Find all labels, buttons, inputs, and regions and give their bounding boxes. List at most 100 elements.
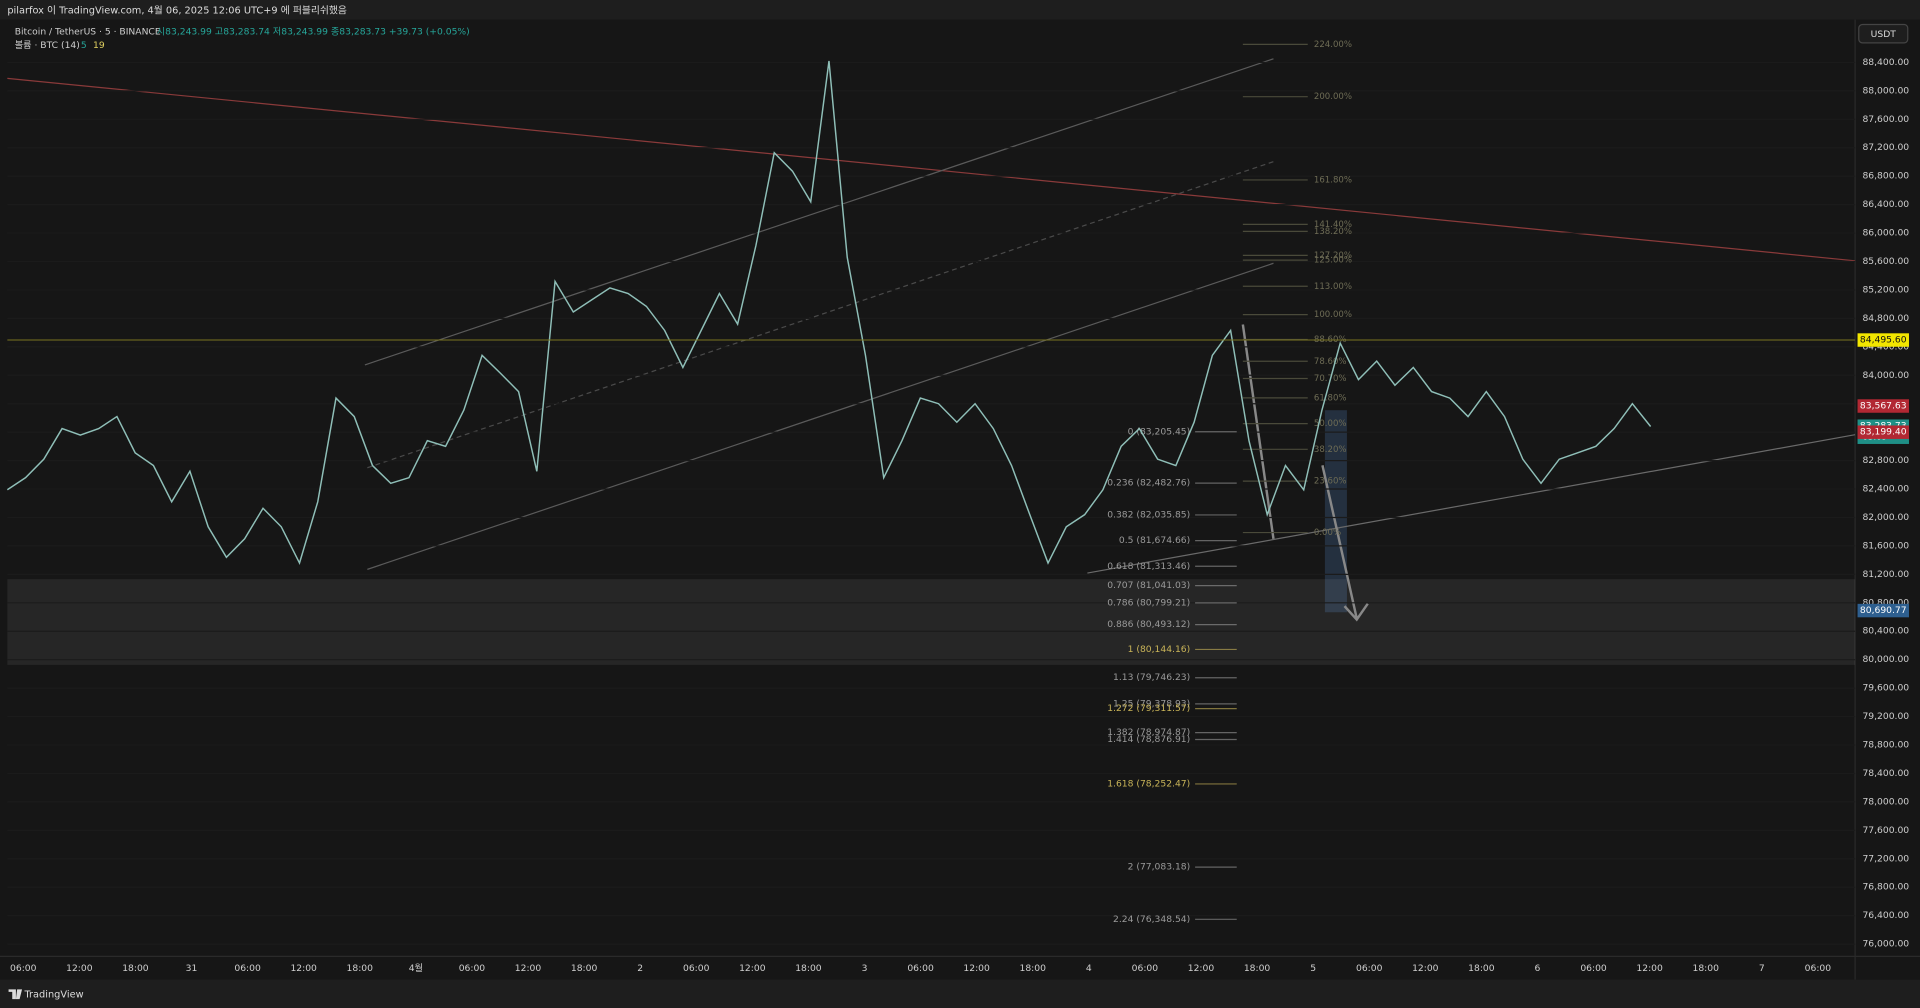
y-tick-label: 87,200.00 — [1862, 142, 1909, 153]
y-tick-label: 78,400.00 — [1862, 768, 1909, 779]
y-tick-label: 86,400.00 — [1862, 199, 1909, 210]
fib-label: 1.25 (79,378.93) — [1113, 698, 1190, 709]
fib-ext-label: 200.00% — [1314, 92, 1352, 102]
x-tick-label: 12:00 — [963, 963, 990, 974]
x-tick-label: 06:00 — [10, 963, 37, 974]
x-tick-label: 12:00 — [1636, 963, 1663, 974]
x-tick-label: 06:00 — [1580, 963, 1607, 974]
currency-button[interactable] — [1858, 23, 1909, 44]
y-tick-label: 77,200.00 — [1862, 853, 1909, 864]
fib-label: 0 (83,205.45) — [1128, 426, 1191, 437]
y-tick-label: 84,400.00 — [1862, 341, 1909, 352]
fib-label: 0.618 (81,313.46) — [1107, 561, 1190, 572]
fib-label: 1.382 (78,974.87) — [1107, 727, 1190, 738]
y-tick-label: 80,800.00 — [1862, 597, 1909, 608]
fib-label: 0.886 (80,493.12) — [1107, 619, 1190, 630]
y-tick-label: 85,600.00 — [1862, 256, 1909, 267]
fib-ext-label: 38.20% — [1314, 445, 1347, 455]
fib-ext-label: 61.80% — [1314, 393, 1347, 403]
y-tick-label: 88,000.00 — [1862, 85, 1909, 96]
fib-ext-label: 125.00% — [1314, 256, 1352, 266]
x-tick-label: 4 — [1086, 963, 1092, 974]
y-tick-label: 77,600.00 — [1862, 825, 1909, 836]
price-tag — [1857, 603, 1909, 618]
fib-ext-label: 0.00% — [1314, 528, 1341, 538]
x-tick-label: 18:00 — [795, 963, 822, 974]
y-tick-label: 84,000.00 — [1862, 370, 1909, 381]
y-tick-label: 82,000.00 — [1862, 512, 1909, 523]
footer-bar — [0, 979, 1920, 1008]
y-tick-label: 78,000.00 — [1862, 796, 1909, 807]
chart-layer: 88,400.00 88,000.00 87,600.00 87,200.00 86,8… — [6, 40, 1909, 974]
support-zone — [7, 579, 1856, 665]
x-tick-label: 12:00 — [1412, 963, 1439, 974]
fib-label: 0.707 (81,041.03) — [1107, 580, 1190, 591]
fib-ext-label: 224.00% — [1314, 40, 1352, 50]
x-tick-label: 4월 — [409, 962, 423, 974]
trend-line — [7, 77, 1856, 262]
x-tick-label: 7 — [1759, 963, 1765, 974]
fib-label: 0.786 (80,799.21) — [1107, 597, 1190, 608]
fib-label: 1.272 (79,311.57) — [1107, 703, 1190, 714]
arrow — [1321, 465, 1369, 622]
brand-logo — [8, 989, 23, 1000]
y-tick-label: 86,800.00 — [1862, 171, 1909, 182]
publish-note: pilarfox 이 TradingView.com, 4월 06, 2025 … — [7, 3, 347, 16]
fib-ext-label: 23.60% — [1314, 477, 1347, 487]
fib-label: 2.24 (76,348.54) — [1113, 914, 1190, 925]
x-tick-label: 06:00 — [1132, 963, 1159, 974]
x-tick-label: 06:00 — [1805, 963, 1832, 974]
fib-label: 0.382 (82,035.85) — [1107, 509, 1190, 520]
y-tick-label: 76,400.00 — [1862, 910, 1909, 921]
fib-label: 0.5 (81,674.66) — [1119, 535, 1190, 546]
fib-label: 0.236 (82,482.76) — [1107, 478, 1190, 489]
fib-ext-label: 138.20% — [1314, 227, 1352, 237]
fib-ext-label: 141.40% — [1314, 220, 1352, 230]
x-tick-label: 06:00 — [459, 963, 486, 974]
y-tick-label: 88,400.00 — [1862, 57, 1909, 68]
price-line — [6, 60, 1652, 566]
x-tick-label: 31 — [186, 963, 198, 974]
x-tick-label: 06:00 — [907, 963, 934, 974]
fib-ext-label: 113.00% — [1314, 282, 1352, 292]
fib-label: 1.13 (79,746.23) — [1113, 672, 1190, 683]
channel-line — [367, 262, 1274, 570]
price-tag — [1857, 333, 1909, 347]
fib-label: 2 (77,083.18) — [1128, 862, 1191, 873]
fib-ext-label: 161.80% — [1314, 175, 1352, 185]
y-tick-label: 80,000.00 — [1862, 654, 1909, 665]
x-tick-label: 12:00 — [739, 963, 766, 974]
y-tick-label: 81,200.00 — [1862, 569, 1909, 580]
x-tick-label: 18:00 — [1692, 963, 1719, 974]
x-tick-label: 6 — [1535, 963, 1541, 974]
y-tick-label: 81,600.00 — [1862, 540, 1909, 551]
y-tick-label: 80,400.00 — [1862, 626, 1909, 637]
y-tick-label: 86,000.00 — [1862, 228, 1909, 239]
x-tick-label: 06:00 — [1356, 963, 1383, 974]
x-tick-label: 18:00 — [1020, 963, 1047, 974]
fib-label: 1 (80,144.16) — [1128, 644, 1191, 655]
x-tick-label: 18:00 — [347, 963, 374, 974]
x-tick-label: 12:00 — [515, 963, 542, 974]
x-tick-label: 12:00 — [1188, 963, 1215, 974]
fib-label: 1.618 (78,252.47) — [1107, 778, 1190, 789]
price-axis — [1855, 19, 1920, 980]
brand: TradingView — [23, 989, 83, 1000]
plot-area — [0, 19, 1856, 957]
y-tick-label: 82,800.00 — [1862, 455, 1909, 466]
price-tag-label: 84,495.60 — [1860, 335, 1907, 346]
ohlc: 시83,243.99 고83,283.74 저83,243.99 종83,283… — [157, 26, 470, 37]
price-tag-label: 83,567.63 — [1860, 401, 1907, 412]
fib-ext-label: 78.60% — [1314, 357, 1347, 367]
y-tick-label: 87,600.00 — [1862, 114, 1909, 125]
y-tick-label: 79,600.00 — [1862, 683, 1909, 694]
fib-ext-label: 50.00% — [1314, 419, 1347, 429]
x-tick-label: 18:00 — [122, 963, 149, 974]
fib-ext-label: 127.20% — [1314, 251, 1352, 261]
y-tick-label: 78,800.00 — [1862, 740, 1909, 751]
price-tag-label: 80,690.77 — [1860, 605, 1907, 616]
fib-label: 1.414 (78,876.91) — [1107, 734, 1190, 745]
x-tick-label: 18:00 — [1468, 963, 1495, 974]
